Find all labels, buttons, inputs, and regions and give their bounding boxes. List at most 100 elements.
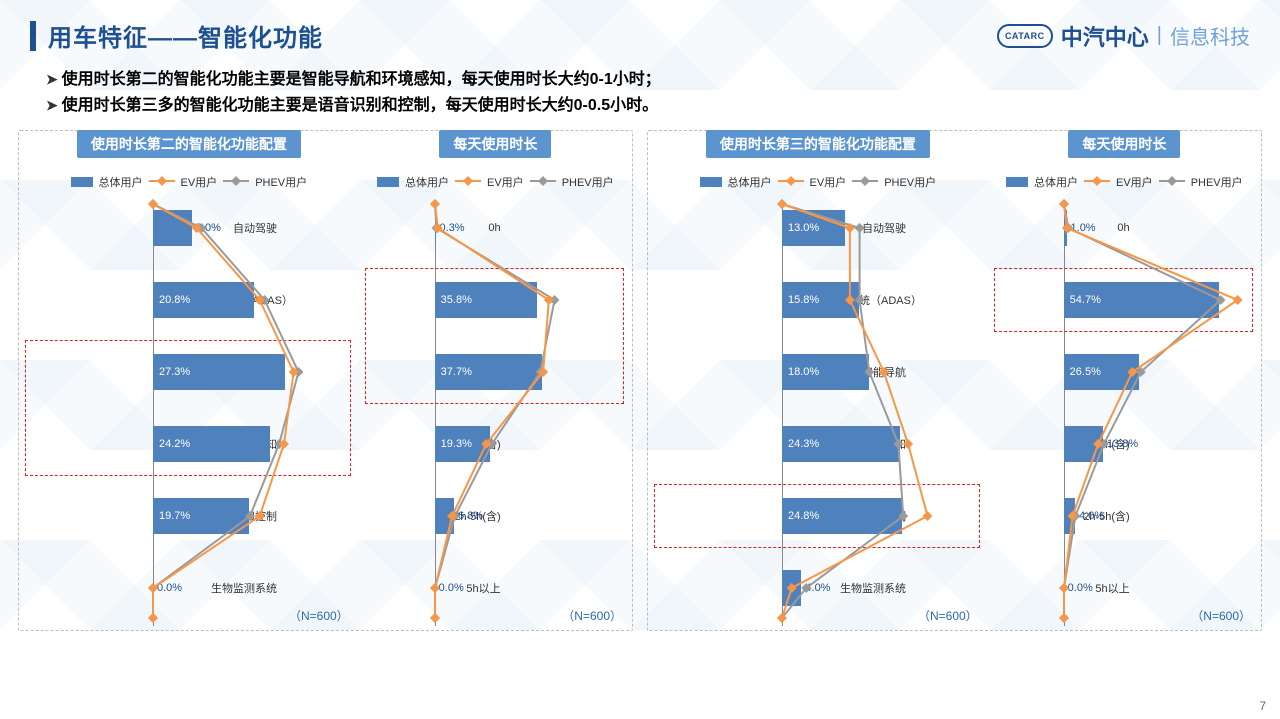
ev-marker [1232,295,1242,305]
bar [435,210,436,246]
chart-title: 使用时长第三的智能化功能配置 [706,130,930,158]
bar-value-label: 24.8% [788,510,819,522]
bar-value-label: 0.0% [1068,582,1093,594]
chart-panel: 每天使用时长总体用户 EV用户 PHEV用户 0h0.3%0-0.5h(含)35.8%… [363,131,628,624]
ev-line [782,204,928,618]
title-accent-bar [30,21,36,51]
chart-plot: 0h0.3%0-0.5h(含)35.8%0.5h-1h(含)37.7%1h-2h… [363,192,628,624]
legend-phev-label: PHEV用户 [562,174,614,190]
legend-ev-label: EV用户 [810,174,847,190]
sample-size-label: （N=600） [918,607,978,624]
phev-marker [294,367,304,377]
bar-value-label: 26.5% [1070,366,1101,378]
bar-value-label: 13.0% [788,222,819,234]
legend-bar-swatch [71,177,93,187]
line-overlay [652,192,984,624]
chart-panel: 使用时长第三的智能化功能配置总体用户 EV用户 PHEV用户自动驾驶13.0%智能驾… [652,131,984,624]
legend-phev-swatch [223,180,249,182]
legend-phev-label: PHEV用户 [1191,174,1243,190]
brand-separator: | [1157,24,1162,47]
chart-group-left: 使用时长第二的智能化功能配置总体用户EV用户PHEV用户自动驾驶8.0%智能驾驶… [18,130,633,631]
ev-marker [923,511,933,521]
ev-line [153,204,294,618]
legend-ev-swatch [1084,180,1110,182]
chart-plot: 自动驾驶13.0%智能驾驶辅助系统（ADAS）15.8%智能导航18.0%环境感… [652,192,984,624]
legend: 总体用户 EV用户 PHEV用户 [377,174,614,190]
page-title: 用车特征——智能化功能 [48,18,323,53]
bar-value-label: 0.0% [157,582,182,594]
bar-value-label: 1.0% [1071,222,1096,234]
bar [1064,426,1103,462]
chart-group-right: 使用时长第三的智能化功能配置总体用户 EV用户 PHEV用户自动驾驶13.0%智能驾… [647,130,1262,631]
legend-phev-swatch [852,180,878,182]
y-axis [153,202,154,626]
legend-bar-label: 总体用户 [99,174,143,190]
legend-phev-swatch [1159,180,1185,182]
legend-phev-label: PHEV用户 [884,174,936,190]
legend: 总体用户EV用户PHEV用户 [71,174,308,190]
y-axis [1064,202,1065,626]
bar-value-label: 0.0% [439,582,464,594]
phev-line [435,204,555,618]
legend-phev-label: PHEV用户 [255,174,307,190]
phev-marker [549,295,559,305]
bar [153,210,192,246]
brand-logo: CATARC [997,24,1053,48]
bar-value-label: 0.3% [440,222,465,234]
bar-value-label: 6.8% [458,510,483,522]
phev-line [782,204,903,618]
bar-value-label: 19.7% [159,510,190,522]
legend-bar-label: 总体用户 [728,174,772,190]
chart-panel: 使用时长第二的智能化功能配置总体用户EV用户PHEV用户自动驾驶8.0%智能驾驶… [23,131,355,624]
bar [782,570,801,606]
chart-title: 每天使用时长 [1068,130,1180,158]
bar-value-label: 8.0% [196,222,221,234]
sample-size-label: （N=600） [562,607,622,624]
chart-plot: 0h1.0%0-0.5h(含)54.7%0.5h-1h(含)26.5%1h-2h… [992,192,1257,624]
header: 用车特征——智能化功能 CATARC 中汽中心 | 信息科技 [0,0,1280,59]
line-overlay [23,192,355,624]
charts-row: 使用时长第二的智能化功能配置总体用户EV用户PHEV用户自动驾驶8.0%智能驾驶… [0,124,1280,631]
legend-bar-swatch [377,177,399,187]
legend-bar-swatch [1006,177,1028,187]
chart-plot: 自动驾驶8.0%智能驾驶辅助系统（ADAS）20.8%智能导航27.3%环境感知… [23,192,355,624]
legend-ev-swatch [149,180,175,182]
legend-bar-swatch [700,177,722,187]
page-number: 7 [1259,699,1266,713]
legend-ev-label: EV用户 [487,174,524,190]
legend-bar-label: 总体用户 [1034,174,1078,190]
ev-marker [544,295,554,305]
bullet-list: 使用时长第二的智能化功能主要是智能导航和环境感知，每天使用时长大约0-1小时； … [0,59,1280,124]
legend-bar-label: 总体用户 [405,174,449,190]
bar [1064,210,1067,246]
legend: 总体用户 EV用户 PHEV用户 [1006,174,1243,190]
legend-ev-label: EV用户 [1116,174,1153,190]
bar-value-label: 18.0% [788,366,819,378]
legend-phev-swatch [530,180,556,182]
bar-value-label: 19.3% [441,438,472,450]
y-axis [782,202,783,626]
ev-line [435,204,549,618]
bar-value-label: 24.3% [788,438,819,450]
ev-line [1064,204,1238,618]
chart-title: 每天使用时长 [439,130,551,158]
sample-size-label: （N=600） [289,607,349,624]
ev-marker [279,439,289,449]
bar-value-label: 35.8% [441,294,472,306]
sample-size-label: （N=600） [1191,607,1251,624]
bar [435,498,454,534]
bar-value-label: 27.3% [159,366,190,378]
bar-value-label: 24.2% [159,438,190,450]
phev-line [1064,204,1221,618]
legend-ev-swatch [455,180,481,182]
ev-marker [289,367,299,377]
bar-value-label: 20.8% [159,294,190,306]
bar [1064,498,1075,534]
brand-block: CATARC 中汽中心 | 信息科技 [997,20,1250,52]
bar-value-label: 15.8% [788,294,819,306]
legend: 总体用户 EV用户 PHEV用户 [700,174,937,190]
brand-sub-text: 信息科技 [1170,21,1250,50]
bullet-item: 使用时长第二的智能化功能主要是智能导航和环境感知，每天使用时长大约0-1小时； [46,67,1234,93]
brand-main-text: 中汽中心 [1061,20,1149,52]
title-wrap: 用车特征——智能化功能 [30,18,323,53]
